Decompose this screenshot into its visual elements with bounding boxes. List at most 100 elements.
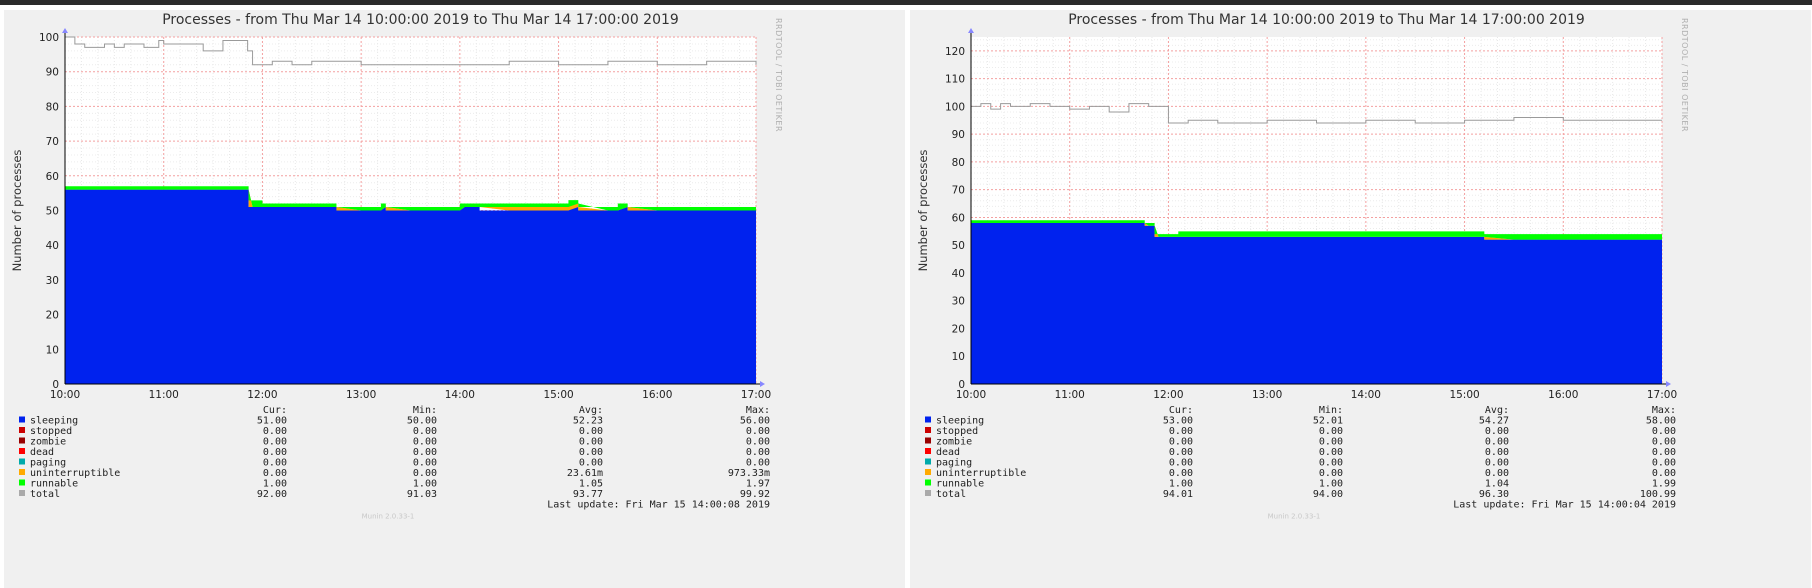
x-axis-arrow [1666,381,1671,387]
legend-cur-value: 53.00 [1163,416,1193,427]
legend-max-value: 0.00 [746,458,770,469]
legend-avg-value: 52.23 [573,416,603,427]
y-tick-label: 70 [46,136,59,148]
legend-column-header: Max: [1652,405,1676,416]
legend-avg-value: 0.00 [579,426,603,437]
y-tick-label: 110 [945,74,965,86]
legend-label: uninterruptible [936,468,1026,479]
legend-cur-value: 0.00 [1169,458,1193,469]
x-tick-label: 15:00 [1449,389,1479,401]
runnable-area [65,186,756,211]
legend-avg-value: 93.77 [573,489,603,500]
munin-version-footer: Munin 2.0.33-1 [362,513,415,521]
y-tick-label: 0 [958,379,965,391]
legend-max-value: 56.00 [740,416,770,427]
legend-label: stopped [30,426,72,437]
legend-max-value: 58.00 [1646,416,1676,427]
legend-min-value: 94.00 [1313,489,1343,500]
legend-cur-value: 0.00 [263,426,287,437]
legend-min-value: 52.01 [1313,416,1343,427]
y-axis-label: Number of processes [10,150,24,272]
legend-min-value: 0.00 [413,468,437,479]
legend-max-value: 100.99 [1640,489,1676,500]
x-tick-label: 14:00 [445,389,475,401]
legend-label: paging [30,458,66,469]
legend-min-value: 1.00 [413,479,437,490]
y-tick-label: 80 [46,101,59,113]
y-axis-arrow [968,28,974,33]
legend-max-value: 0.00 [1652,437,1676,448]
legend-swatch [19,437,25,444]
legend-label: dead [936,447,960,458]
legend-swatch [925,490,931,496]
legend-swatch [925,427,931,433]
legend-avg-value: 23.61m [567,468,603,479]
x-tick-label: 10:00 [956,389,986,401]
processes-chart-1: Processes - from Thu Mar 14 10:00:00 201… [10,12,783,521]
legend-avg-value: 54.27 [1479,416,1509,427]
legend-swatch [925,448,931,454]
x-tick-label: 12:00 [1153,389,1183,401]
legend-swatch [925,458,931,465]
chart-title: Processes - from Thu Mar 14 10:00:00 201… [1068,12,1585,28]
legend-max-value: 0.00 [1652,458,1676,469]
legend-max-value: 0.00 [746,426,770,437]
x-tick-label: 13:00 [1252,389,1282,401]
y-tick-label: 70 [952,185,965,197]
y-tick-label: 120 [945,46,965,58]
legend-max-value: 1.97 [746,479,770,490]
munin-version-footer: Munin 2.0.33-1 [1268,513,1321,521]
last-update-text: Last update: Fri Mar 15 14:00:04 2019 [1453,500,1676,511]
legend-min-value: 0.00 [413,447,437,458]
x-tick-label: 13:00 [346,389,376,401]
y-tick-label: 100 [945,101,965,113]
legend-label: sleeping [936,416,984,427]
legend-cur-value: 0.00 [263,447,287,458]
legend-swatch [19,458,25,465]
legend-swatch [19,427,25,433]
y-tick-label: 100 [39,32,59,44]
legend-label: total [30,489,60,500]
legend-column-header: Cur: [263,405,287,416]
runnable-area [971,220,1662,240]
x-tick-label: 16:00 [1548,389,1578,401]
x-tick-label: 17:00 [741,389,771,401]
x-tick-label: 15:00 [543,389,573,401]
last-update-text: Last update: Fri Mar 15 14:00:08 2019 [547,500,770,511]
y-tick-label: 20 [46,310,59,322]
legend-column-header: Cur: [1169,405,1193,416]
rrdtool-credit: RRDTOOL / TOBI OETIKER [774,18,783,132]
legend-label: dead [30,447,54,458]
legend-min-value: 0.00 [413,437,437,448]
legend-cur-value: 0.00 [263,458,287,469]
legend-column-header: Min: [413,405,437,416]
legend-label: stopped [936,426,978,437]
chart-title: Processes - from Thu Mar 14 10:00:00 201… [162,12,679,28]
legend-max-value: 0.00 [1652,447,1676,458]
legend-max-value: 973.33m [728,468,770,479]
legend-label: zombie [936,437,972,448]
y-tick-label: 60 [46,171,59,183]
legend-avg-value: 0.00 [1485,437,1509,448]
legend-min-value: 0.00 [413,426,437,437]
legend-swatch [925,469,931,475]
legend-label: runnable [30,479,78,490]
legend-cur-value: 51.00 [257,416,287,427]
legend-max-value: 0.00 [746,447,770,458]
legend-cur-value: 1.00 [1169,479,1193,490]
legend-avg-value: 0.00 [579,437,603,448]
legend-cur-value: 0.00 [1169,468,1193,479]
legend-label: zombie [30,437,66,448]
legend-swatch [19,469,25,475]
legend-cur-value: 94.01 [1163,489,1193,500]
legend-min-value: 91.03 [407,489,437,500]
legend-min-value: 0.00 [1319,426,1343,437]
y-tick-label: 10 [952,351,965,363]
legend-column-header: Avg: [1485,405,1509,416]
y-tick-label: 50 [46,206,59,218]
y-tick-label: 0 [52,379,59,391]
legend-min-value: 0.00 [413,458,437,469]
processes-graph-panel-1: Processes - from Thu Mar 14 10:00:00 201… [4,10,905,588]
legend-label: paging [936,458,972,469]
y-tick-label: 30 [46,275,59,287]
